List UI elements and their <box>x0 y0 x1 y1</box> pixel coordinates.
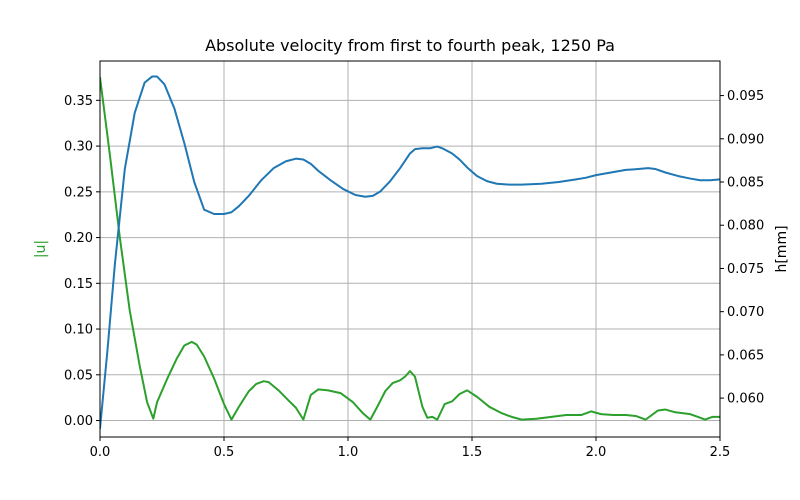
y-left-tick-label-2: 0.10 <box>64 323 93 338</box>
x-tick-label-2: 1.0 <box>338 445 359 460</box>
y-right-tick-label-3: 0.075 <box>727 262 764 277</box>
y-axis-left-label: |u| <box>33 240 49 258</box>
chart-title: Absolute velocity from first to fourth p… <box>205 36 615 55</box>
y-right-tick-label-4: 0.080 <box>727 219 764 234</box>
plot-frame <box>99 60 721 438</box>
y-right-tick-label-6: 0.090 <box>727 132 764 147</box>
y-right-tick-label-0: 0.060 <box>727 392 764 407</box>
series-line-h <box>100 75 720 430</box>
y-left-tick-label-7: 0.35 <box>64 94 93 109</box>
y-left-tick-label-3: 0.15 <box>64 277 93 292</box>
x-tick-label-4: 2.0 <box>586 445 607 460</box>
y-left-tick-label-5: 0.25 <box>64 185 93 200</box>
y-left-tick-label-1: 0.05 <box>64 368 93 383</box>
y-right-tick-label-2: 0.070 <box>727 305 764 320</box>
x-tick-label-1: 0.5 <box>214 445 235 460</box>
y-axis-right-label: h[mm] <box>774 225 790 272</box>
x-tick-label-5: 2.5 <box>710 445 731 460</box>
x-tick-label-0: 0.0 <box>90 445 111 460</box>
y-left-tick-label-4: 0.20 <box>64 231 93 246</box>
y-left-tick-label-6: 0.30 <box>64 140 93 155</box>
x-tick-label-3: 1.5 <box>462 445 483 460</box>
y-left-tick-label-0: 0.00 <box>64 414 93 429</box>
y-right-tick-label-1: 0.065 <box>727 348 764 363</box>
ticks: 0.0 0.5 1.0 1.5 2.0 2.5 0.00 0.05 0.10 0.15 0.20 0.… <box>64 89 764 460</box>
series-line-u <box>100 76 720 421</box>
series-layer <box>100 75 720 430</box>
y-right-tick-label-5: 0.085 <box>727 176 764 191</box>
y-right-tick-label-7: 0.095 <box>727 89 764 104</box>
